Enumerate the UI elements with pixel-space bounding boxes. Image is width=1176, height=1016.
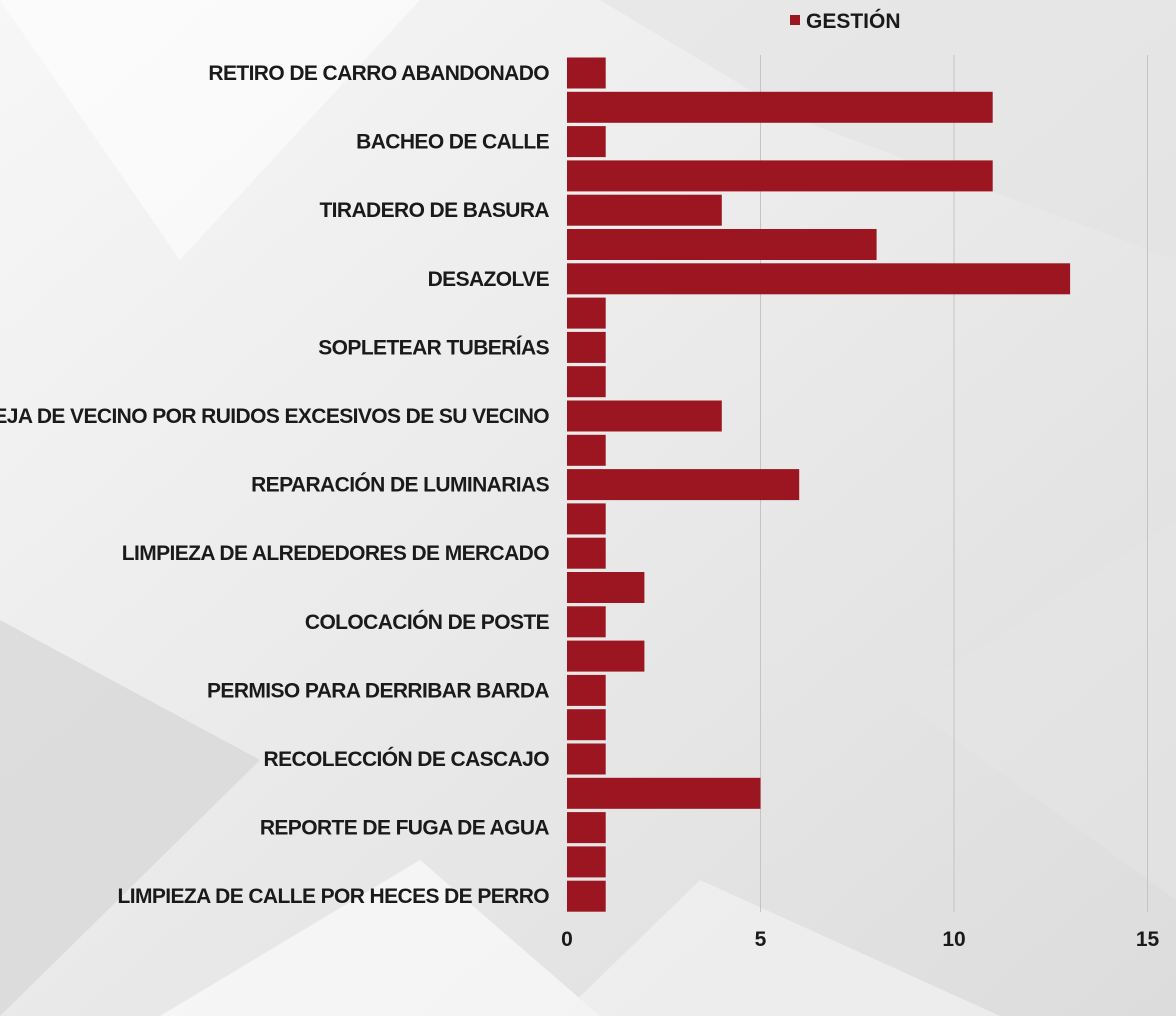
bar [567,229,877,260]
category-label: RETIRO DE CARRO ABANDONADO [208,62,549,85]
x-tick-label: 10 [942,928,965,951]
bar [567,537,606,569]
bar [567,640,645,672]
bar [567,57,606,89]
bar [567,160,993,192]
bar [567,126,606,158]
category-label: RECOLECCIÓN DE CASCAJO [264,747,550,771]
bar [567,469,800,501]
category-label: LIMPIEZA DE ALREDEDORES DE MERCADO [122,542,550,565]
bar [567,297,606,329]
category-label: LIMPIEZA DE CALLE POR HECES DE PERRO [118,885,550,908]
category-label: DESAZOLVE [428,268,550,291]
bar [567,194,722,226]
bar [567,777,761,809]
category-labels: RETIRO DE CARRO ABANDONADO BACHEO DE CALL… [0,62,550,908]
category-label: REPARACIÓN DE LUMINARIAS [251,473,549,497]
bar [567,812,606,844]
bar [567,743,606,775]
bar [567,606,606,638]
x-tick-label: 5 [755,928,767,951]
bar [567,880,606,912]
category-label: QUEJA DE VECINO POR RUIDOS EXCESIVOS DE … [0,405,549,428]
category-label: BACHEO DE CALLE [356,131,549,154]
bars [567,57,1071,912]
x-tick-label: 0 [561,928,573,951]
bar [567,572,645,603]
category-label: COLOCACIÓN DE POSTE [305,610,550,634]
bar [567,846,606,878]
legend: GESTIÓN [790,9,901,33]
bar [567,434,606,466]
bar [567,331,606,363]
category-label: PERMISO PARA DERRIBAR BARDA [207,679,549,702]
bar [567,91,993,123]
x-tick-label: 15 [1136,928,1160,951]
bar [567,674,606,706]
category-label: SOPLETEAR TUBERÍAS [318,336,549,359]
bar [567,709,606,741]
bar [567,503,606,535]
legend-label: GESTIÓN [806,9,901,33]
category-label: REPORTE DE FUGA DE AGUA [260,817,550,840]
bar [567,400,722,432]
legend-marker [790,15,800,25]
bar [567,366,606,398]
bar [567,263,1071,295]
category-label: TIRADERO DE BASURA [319,199,549,222]
x-axis-tick-labels: 0 5 10 15 [561,928,1159,951]
